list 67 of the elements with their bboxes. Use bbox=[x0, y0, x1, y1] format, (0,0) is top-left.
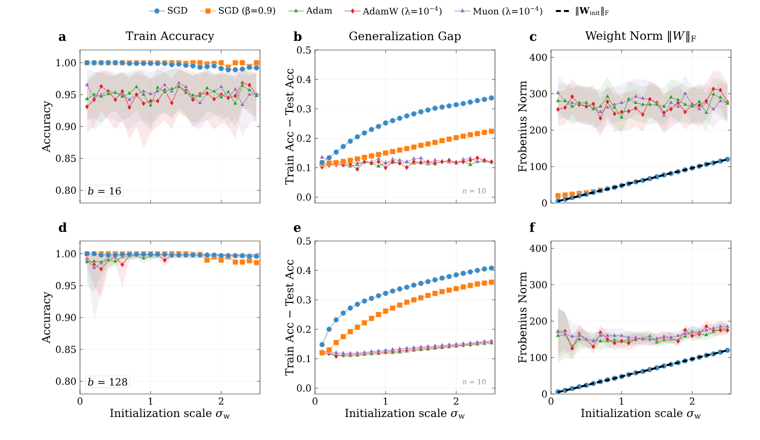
y-tick-label: 0 bbox=[542, 199, 547, 207]
y-tick-label: 0.2 bbox=[296, 134, 311, 142]
y-tick-label: 0.85 bbox=[56, 154, 76, 162]
y-tick-label: 0.4 bbox=[296, 76, 311, 84]
text: d bbox=[58, 222, 67, 232]
x-tick-label: 0 bbox=[78, 398, 82, 405]
legend-label: Adam bbox=[306, 6, 332, 14]
text: e bbox=[294, 225, 301, 232]
y-tick-label: 300 bbox=[530, 281, 547, 288]
y-tick-label: 0.1 bbox=[296, 355, 310, 362]
x-tick-label: 2 bbox=[218, 398, 224, 405]
y-tick-label: 0.0 bbox=[296, 384, 311, 392]
y-tick-label: 0.0 bbox=[296, 194, 311, 201]
y-axis-title: Train Acc − Test Acc bbox=[285, 68, 294, 185]
y-tick-label: 100 bbox=[530, 162, 547, 170]
y-tick-label: 200 bbox=[530, 126, 547, 134]
y-tick-label: 0.4 bbox=[296, 266, 311, 274]
y-axis-title: Frobenius Norm bbox=[518, 80, 526, 172]
x-axis-title: Initialization scale σ$_{w}$ bbox=[110, 408, 230, 419]
chart-title: Train Accuracy bbox=[126, 31, 214, 42]
y-tick-label: 0.3 bbox=[296, 105, 311, 112]
y-tick-label: 0.3 bbox=[296, 296, 311, 304]
y-axis-title: Accuracy bbox=[42, 292, 52, 344]
x-axis-title: Initialization scale σ$_{w}$ bbox=[581, 408, 701, 419]
y-tick-label: 400 bbox=[530, 54, 547, 61]
y-tick-label: 0.1 bbox=[296, 164, 310, 172]
y-tick-label: 0.80 bbox=[56, 378, 76, 385]
y-axis-title: Frobenius Norm bbox=[518, 272, 526, 363]
chart-title: Generalization Gap bbox=[349, 31, 461, 42]
x-tick-label: 0 bbox=[548, 398, 554, 405]
x-axis-title: Initialization scale σ$_{w}$ bbox=[345, 408, 465, 419]
y-tick-label: 1.00 bbox=[56, 250, 76, 258]
legend-label: SGD bbox=[168, 6, 188, 14]
text: a bbox=[58, 34, 66, 41]
annotation: b = 16 bbox=[88, 186, 121, 195]
x-tick-label: 0 bbox=[312, 398, 318, 405]
legend-label: AdamW (λ=10$^{−4}$) bbox=[362, 6, 442, 16]
legend-label: SGD (β=0.9) bbox=[218, 6, 276, 16]
chart-title: Weight Norm ‖W‖$_{F}$ bbox=[585, 30, 696, 42]
y-tick-label: 0.5 bbox=[296, 46, 311, 54]
y-tick-label: 0 bbox=[542, 390, 547, 398]
x-tick-label: 2 bbox=[454, 398, 458, 405]
y-tick-label: 300 bbox=[530, 90, 547, 98]
y-tick-label: 0.2 bbox=[296, 326, 311, 333]
y-tick-label: 0.90 bbox=[56, 314, 76, 322]
x-tick-label: 1 bbox=[148, 398, 152, 405]
text: b bbox=[294, 31, 302, 41]
y-tick-label: 0.95 bbox=[56, 91, 76, 98]
y-tick-label: 0.5 bbox=[296, 237, 311, 245]
text: ‖W$_{init}$‖$_{F}$ bbox=[576, 6, 609, 16]
x-tick-label: 1 bbox=[620, 398, 624, 405]
text: c bbox=[530, 34, 536, 41]
text: f bbox=[530, 222, 536, 232]
annotation: b = 128 bbox=[88, 378, 128, 386]
y-tick-label: 200 bbox=[530, 318, 547, 325]
y-axis-title: Accuracy bbox=[42, 100, 52, 152]
x-tick-label: 1 bbox=[384, 398, 388, 405]
legend-label: Muon (λ=10$^{−4}$) bbox=[473, 6, 542, 16]
y-tick-label: 0.80 bbox=[56, 186, 76, 194]
y-tick-label: 0.85 bbox=[56, 346, 76, 353]
y-tick-label: 100 bbox=[530, 354, 547, 362]
y-tick-label: 0.90 bbox=[56, 122, 76, 130]
y-axis-title: Train Acc − Test Acc bbox=[285, 260, 294, 376]
y-tick-label: 0.95 bbox=[56, 282, 76, 290]
x-tick-label: 2 bbox=[690, 398, 694, 405]
y-tick-label: 400 bbox=[530, 244, 547, 252]
y-tick-label: 1.00 bbox=[56, 59, 76, 66]
